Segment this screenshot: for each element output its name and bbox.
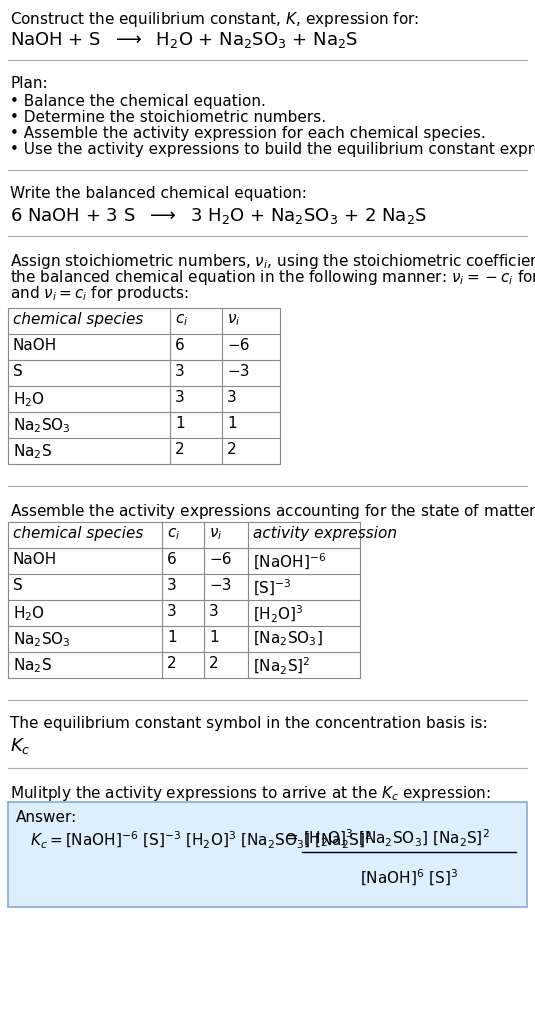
Text: $c_i$: $c_i$ — [175, 312, 188, 328]
Text: activity expression: activity expression — [253, 526, 397, 541]
Text: 1: 1 — [209, 630, 219, 645]
Text: 2: 2 — [227, 442, 236, 457]
Text: 3: 3 — [227, 390, 237, 405]
Text: −6: −6 — [227, 338, 249, 353]
Text: [Na$_2$S]$^2$: [Na$_2$S]$^2$ — [253, 656, 310, 677]
Text: and $\nu_i = c_i$ for products:: and $\nu_i = c_i$ for products: — [10, 284, 189, 303]
Text: 6 NaOH + 3 S  $\longrightarrow$  3 H$_2$O + Na$_2$SO$_3$ + 2 Na$_2$S: 6 NaOH + 3 S $\longrightarrow$ 3 H$_2$O … — [10, 206, 427, 226]
Text: 3: 3 — [167, 604, 177, 619]
Text: $\mathrm{[H_2O]}^3\ \mathrm{[Na_2SO_3]}\ \mathrm{[Na_2S]}^2$: $\mathrm{[H_2O]}^3\ \mathrm{[Na_2SO_3]}\… — [303, 828, 490, 849]
Text: Na$_2$S: Na$_2$S — [13, 656, 52, 675]
Text: S: S — [13, 578, 23, 593]
Text: H$_2$O: H$_2$O — [13, 604, 45, 623]
Text: =: = — [285, 830, 298, 845]
Text: $K_c = \mathrm{[NaOH]}^{-6}\ \mathrm{[S]}^{-3}\ \mathrm{[H_2O]}^{3}\ \mathrm{[Na: $K_c = \mathrm{[NaOH]}^{-6}\ \mathrm{[S]… — [30, 830, 372, 851]
Text: [H$_2$O]$^3$: [H$_2$O]$^3$ — [253, 604, 303, 625]
FancyBboxPatch shape — [8, 802, 527, 907]
Text: • Determine the stoichiometric numbers.: • Determine the stoichiometric numbers. — [10, 110, 326, 125]
Text: • Balance the chemical equation.: • Balance the chemical equation. — [10, 94, 266, 109]
Text: Assign stoichiometric numbers, $\nu_i$, using the stoichiometric coefficients, $: Assign stoichiometric numbers, $\nu_i$, … — [10, 252, 535, 271]
Text: Construct the equilibrium constant, $K$, expression for:: Construct the equilibrium constant, $K$,… — [10, 10, 419, 29]
Text: 1: 1 — [175, 416, 185, 431]
Text: $c_i$: $c_i$ — [167, 526, 180, 542]
Text: 1: 1 — [167, 630, 177, 645]
Text: Na$_2$SO$_3$: Na$_2$SO$_3$ — [13, 630, 71, 649]
Text: chemical species: chemical species — [13, 526, 143, 541]
Text: • Assemble the activity expression for each chemical species.: • Assemble the activity expression for e… — [10, 126, 486, 141]
Text: $\nu_i$: $\nu_i$ — [209, 526, 223, 542]
Text: Na$_2$SO$_3$: Na$_2$SO$_3$ — [13, 416, 71, 435]
Text: 1: 1 — [227, 416, 236, 431]
Text: $K_c$: $K_c$ — [10, 736, 30, 756]
Text: H$_2$O: H$_2$O — [13, 390, 45, 409]
Text: NaOH: NaOH — [13, 552, 57, 567]
Text: Answer:: Answer: — [16, 810, 77, 825]
Text: $\mathrm{[NaOH]}^6\ \mathrm{[S]}^3$: $\mathrm{[NaOH]}^6\ \mathrm{[S]}^3$ — [360, 868, 458, 889]
Text: Plan:: Plan: — [10, 76, 48, 91]
Text: 2: 2 — [167, 656, 177, 671]
Text: NaOH: NaOH — [13, 338, 57, 353]
Text: Mulitply the activity expressions to arrive at the $K_c$ expression:: Mulitply the activity expressions to arr… — [10, 784, 491, 803]
Text: 3: 3 — [167, 578, 177, 593]
Text: −6: −6 — [209, 552, 232, 567]
Text: chemical species: chemical species — [13, 312, 143, 327]
Text: [NaOH]$^{-6}$: [NaOH]$^{-6}$ — [253, 552, 326, 572]
Text: 6: 6 — [167, 552, 177, 567]
Text: −3: −3 — [209, 578, 232, 593]
Text: [Na$_2$SO$_3$]: [Na$_2$SO$_3$] — [253, 630, 323, 648]
Text: Write the balanced chemical equation:: Write the balanced chemical equation: — [10, 186, 307, 201]
Bar — [8, 522, 360, 678]
Text: 3: 3 — [175, 364, 185, 379]
Text: The equilibrium constant symbol in the concentration basis is:: The equilibrium constant symbol in the c… — [10, 716, 487, 731]
Text: • Use the activity expressions to build the equilibrium constant expression.: • Use the activity expressions to build … — [10, 142, 535, 157]
Text: [S]$^{-3}$: [S]$^{-3}$ — [253, 578, 292, 598]
Text: 3: 3 — [209, 604, 219, 619]
Text: 3: 3 — [175, 390, 185, 405]
Text: Assemble the activity expressions accounting for the state of matter and $\nu_i$: Assemble the activity expressions accoun… — [10, 502, 535, 521]
Text: $\nu_i$: $\nu_i$ — [227, 312, 240, 328]
Bar — [8, 308, 280, 464]
Text: −3: −3 — [227, 364, 249, 379]
Text: the balanced chemical equation in the following manner: $\nu_i = -c_i$ for react: the balanced chemical equation in the fo… — [10, 268, 535, 287]
Text: 2: 2 — [175, 442, 185, 457]
Text: S: S — [13, 364, 23, 379]
Text: NaOH + S  $\longrightarrow$  H$_2$O + Na$_2$SO$_3$ + Na$_2$S: NaOH + S $\longrightarrow$ H$_2$O + Na$_… — [10, 30, 358, 50]
Text: Na$_2$S: Na$_2$S — [13, 442, 52, 461]
Text: 6: 6 — [175, 338, 185, 353]
Text: 2: 2 — [209, 656, 219, 671]
